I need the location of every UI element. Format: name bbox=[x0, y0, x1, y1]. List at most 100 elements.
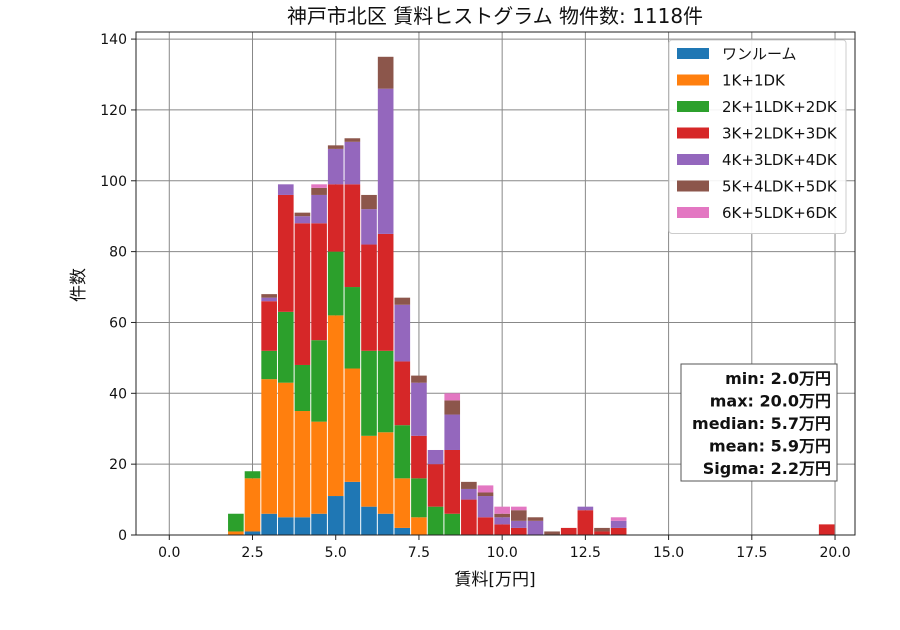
bar-segment bbox=[411, 382, 427, 436]
bar-segment bbox=[311, 194, 327, 224]
bar-segment bbox=[327, 145, 344, 149]
bar-segment bbox=[610, 517, 627, 521]
bar-segment bbox=[311, 223, 327, 341]
bar-segment bbox=[361, 435, 377, 507]
bar-segment bbox=[261, 294, 277, 298]
bar-segment bbox=[494, 524, 510, 535]
legend-label: 6K+5LDK+6DK bbox=[722, 204, 838, 222]
bar-segment bbox=[228, 513, 244, 532]
bar-segment bbox=[394, 425, 411, 479]
bar-segment bbox=[377, 56, 394, 89]
bar-segment bbox=[344, 184, 361, 288]
stats-line: Sigma: 2.2万円 bbox=[703, 459, 831, 478]
x-tick-label: 12.5 bbox=[570, 545, 601, 561]
stats-line: median: 5.7万円 bbox=[692, 414, 831, 433]
legend-swatch bbox=[677, 48, 709, 59]
bar-segment bbox=[377, 88, 394, 234]
bar-segment bbox=[261, 379, 277, 514]
bar-segment bbox=[444, 513, 461, 535]
bar-segment bbox=[311, 421, 327, 514]
bar-segment bbox=[327, 496, 344, 535]
bar-segment bbox=[277, 382, 294, 518]
x-axis-label: 賃料[万円] bbox=[454, 570, 535, 590]
bar-segment bbox=[427, 506, 444, 535]
bars bbox=[228, 56, 835, 535]
bar-segment bbox=[344, 368, 361, 482]
bar-segment bbox=[444, 414, 461, 450]
bar-segment bbox=[510, 510, 527, 521]
bar-segment bbox=[394, 527, 411, 535]
bar-segment bbox=[294, 517, 311, 535]
stats-line: mean: 5.9万円 bbox=[709, 437, 831, 456]
bar-segment bbox=[311, 184, 327, 188]
bar-segment bbox=[261, 301, 277, 351]
stats-line: max: 20.0万円 bbox=[710, 392, 831, 411]
stats-line: min: 2.0万円 bbox=[725, 369, 831, 388]
legend-swatch bbox=[677, 101, 709, 112]
y-axis-label: 件数 bbox=[69, 268, 89, 302]
stats-frame bbox=[680, 363, 838, 482]
bar-segment bbox=[411, 435, 427, 479]
bar-segment bbox=[477, 496, 494, 518]
x-tick-label: 5.0 bbox=[325, 545, 347, 561]
x-tick-label: 10.0 bbox=[487, 545, 518, 561]
bar-segment bbox=[327, 251, 344, 316]
bar-segment bbox=[477, 485, 494, 493]
bar-segment bbox=[361, 209, 377, 245]
bar-segment bbox=[344, 481, 361, 535]
legend-swatch bbox=[677, 74, 709, 86]
bar-segment bbox=[477, 492, 494, 497]
bar-segment bbox=[411, 478, 427, 518]
bar-segment bbox=[394, 297, 411, 305]
bar-segment bbox=[361, 350, 377, 436]
bar-segment bbox=[361, 506, 377, 535]
bar-segment bbox=[228, 531, 244, 535]
bar-segment bbox=[510, 506, 527, 511]
bar-segment bbox=[277, 517, 294, 535]
bar-segment bbox=[527, 520, 544, 535]
bar-segment bbox=[277, 194, 294, 312]
bar-segment bbox=[577, 510, 594, 535]
bar-segment bbox=[344, 287, 361, 369]
legend-label: 2K+1LDK+2DK bbox=[722, 98, 838, 116]
x-axis-ticks: 0.0 2.5 5.0 7.5 10.0 12.5 15.0 17.5 20.0 bbox=[158, 535, 851, 561]
bar-segment bbox=[294, 364, 311, 412]
chart-title: 神戸市北区 賃料ヒストグラム 物件数: 1118件 bbox=[287, 4, 703, 28]
bar-segment bbox=[461, 499, 477, 535]
bar-segment bbox=[610, 520, 627, 528]
bar-segment bbox=[294, 223, 311, 365]
bar-segment bbox=[461, 488, 477, 500]
plot-frame bbox=[135, 31, 856, 536]
bar-segment bbox=[277, 311, 294, 383]
bar-segment bbox=[577, 506, 594, 511]
bar-segment bbox=[311, 340, 327, 422]
bar-segment bbox=[444, 449, 461, 514]
bar-segment bbox=[327, 148, 344, 185]
y-tick-label: 100 bbox=[100, 174, 127, 190]
stats-box: min: 2.0万円 max: 20.0万円 median: 5.7万円 mean: … bbox=[680, 363, 838, 482]
bar-segment bbox=[818, 524, 835, 535]
bar-segment bbox=[494, 517, 510, 525]
bar-segment bbox=[444, 393, 461, 401]
legend: ワンルーム 1K+1DK 2K+1LDK+2DK 3K+2LDK+3DK 4K+3LDK… bbox=[668, 39, 847, 234]
y-tick-label: 20 bbox=[109, 457, 127, 473]
bar-segment bbox=[344, 141, 361, 185]
x-tick-label: 17.5 bbox=[736, 545, 767, 561]
bar-segment bbox=[327, 184, 344, 252]
y-tick-label: 140 bbox=[100, 32, 127, 48]
legend-label: 4K+3LDK+4DK bbox=[722, 151, 838, 169]
bar-segment bbox=[394, 361, 411, 426]
legend-swatch bbox=[677, 154, 709, 165]
bar-segment bbox=[294, 411, 311, 518]
bar-segment bbox=[394, 478, 411, 528]
bar-segment bbox=[411, 375, 427, 383]
y-tick-label: 0 bbox=[118, 528, 127, 544]
legend-label: 3K+2LDK+3DK bbox=[722, 125, 838, 143]
x-tick-label: 0.0 bbox=[158, 545, 180, 561]
bar-segment bbox=[427, 464, 444, 507]
y-tick-label: 40 bbox=[109, 386, 127, 402]
x-tick-label: 7.5 bbox=[408, 545, 430, 561]
y-tick-label: 120 bbox=[100, 103, 127, 119]
legend-label: ワンルーム bbox=[722, 45, 797, 63]
y-tick-label: 60 bbox=[109, 315, 127, 331]
